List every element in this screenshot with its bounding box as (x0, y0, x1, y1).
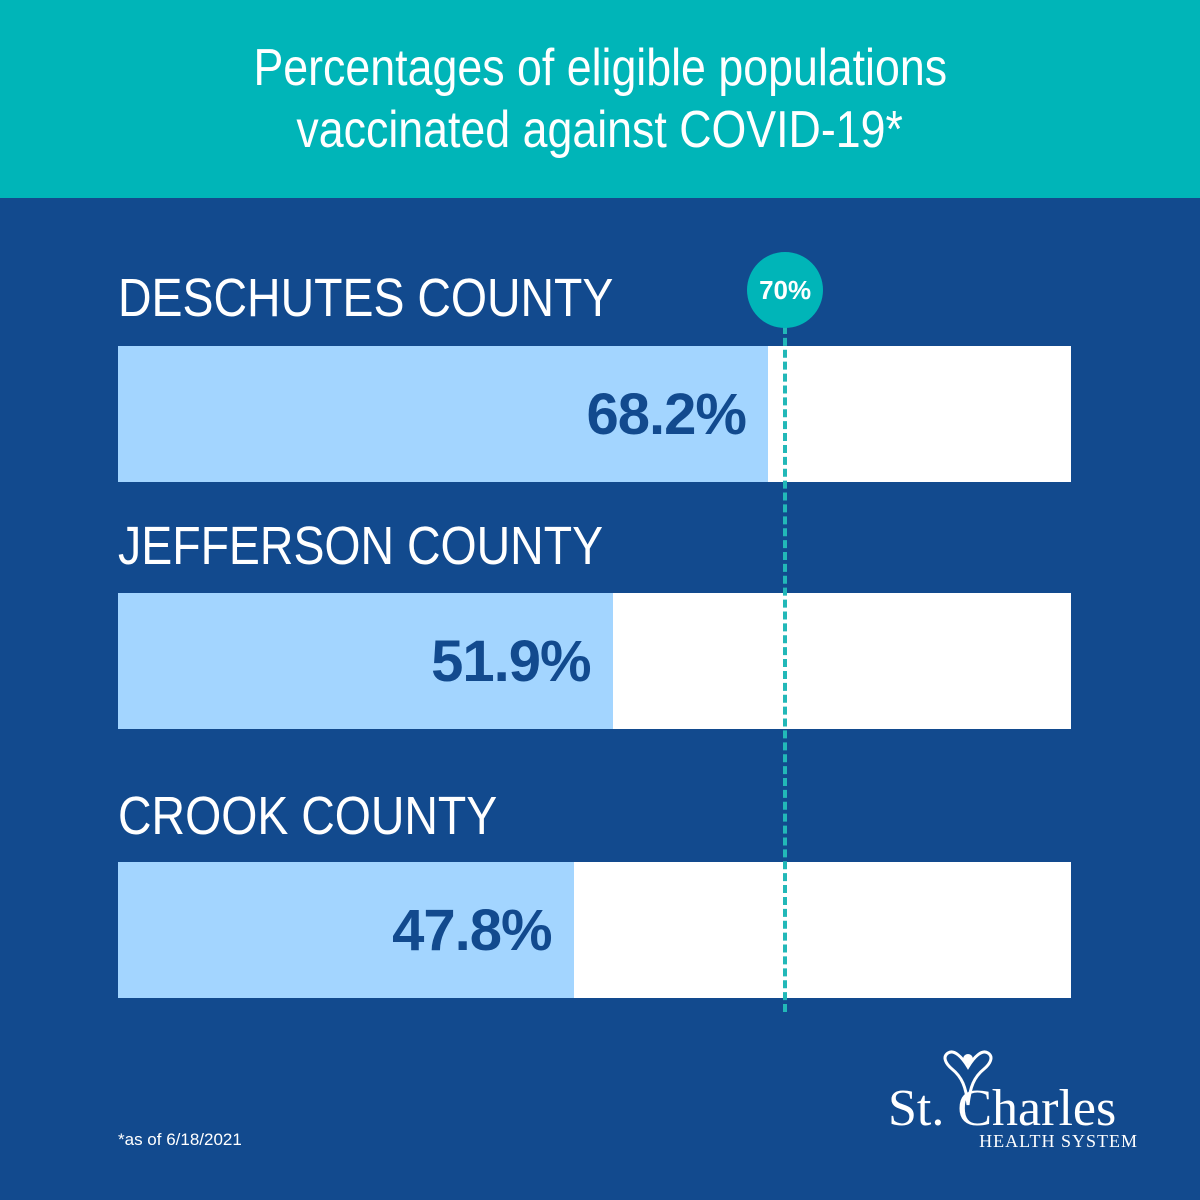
bar-value-label: 68.2% (586, 381, 746, 447)
bar-track: 51.9% (118, 593, 1071, 729)
logo-name: St. Charles (888, 1080, 1117, 1137)
st-charles-logo: St. Charles HEALTH SYSTEM (880, 1045, 1140, 1160)
category-label: JEFFERSON COUNTY (118, 516, 604, 576)
logo-subtitle: HEALTH SYSTEM (979, 1131, 1138, 1151)
figure-icon (943, 1050, 993, 1106)
bar-value-label: 47.8% (392, 897, 552, 963)
target-badge: 70% (747, 252, 824, 328)
bar-value-label: 51.9% (431, 628, 591, 694)
bar (118, 593, 613, 729)
chart-title-line-1: Percentages of eligible populations (253, 39, 947, 97)
bar (118, 346, 768, 482)
bar-track: 68.2% (118, 346, 1071, 482)
category-label: DESCHUTES COUNTY (118, 268, 614, 328)
bar (118, 862, 574, 998)
chart-title-line-2: vaccinated against COVID-19* (296, 101, 904, 159)
bar-track: 47.8% (118, 862, 1071, 998)
category-label: CROOK COUNTY (118, 786, 498, 846)
target-line (783, 326, 788, 1012)
chart-title: Percentages of eligible populations vacc… (0, 0, 1200, 198)
footnote: *as of 6/18/2021 (118, 1130, 242, 1149)
